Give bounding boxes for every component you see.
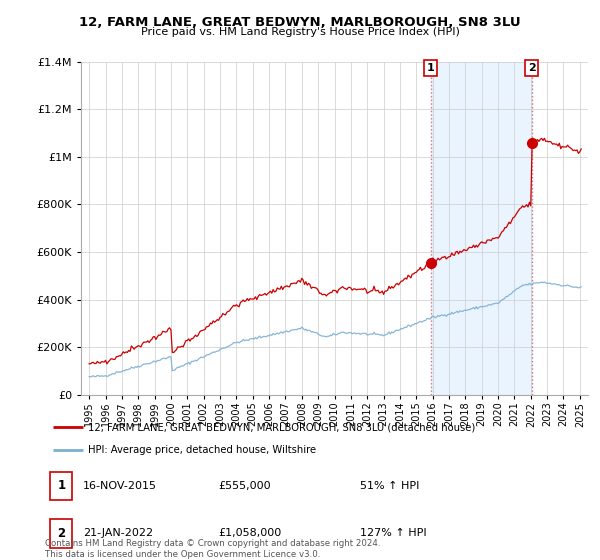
Text: Contains HM Land Registry data © Crown copyright and database right 2024.
This d: Contains HM Land Registry data © Crown c… — [45, 539, 380, 559]
Text: 127% ↑ HPI: 127% ↑ HPI — [360, 529, 427, 538]
Text: £1,058,000: £1,058,000 — [219, 529, 282, 538]
Text: 1: 1 — [427, 63, 434, 73]
Text: 51% ↑ HPI: 51% ↑ HPI — [360, 481, 419, 491]
Text: 21-JAN-2022: 21-JAN-2022 — [83, 529, 153, 538]
Text: 12, FARM LANE, GREAT BEDWYN, MARLBOROUGH, SN8 3LU: 12, FARM LANE, GREAT BEDWYN, MARLBOROUGH… — [79, 16, 521, 29]
Text: 12, FARM LANE, GREAT BEDWYN, MARLBOROUGH, SN8 3LU (detached house): 12, FARM LANE, GREAT BEDWYN, MARLBOROUGH… — [88, 422, 476, 432]
Text: 16-NOV-2015: 16-NOV-2015 — [83, 481, 157, 491]
Text: Price paid vs. HM Land Registry's House Price Index (HPI): Price paid vs. HM Land Registry's House … — [140, 27, 460, 37]
Text: £555,000: £555,000 — [219, 481, 271, 491]
Text: 1: 1 — [57, 479, 65, 492]
Bar — [431, 62, 532, 395]
Text: 2: 2 — [528, 63, 535, 73]
FancyBboxPatch shape — [50, 472, 72, 500]
Text: HPI: Average price, detached house, Wiltshire: HPI: Average price, detached house, Wilt… — [88, 445, 317, 455]
Text: 2: 2 — [57, 527, 65, 540]
FancyBboxPatch shape — [50, 519, 72, 548]
